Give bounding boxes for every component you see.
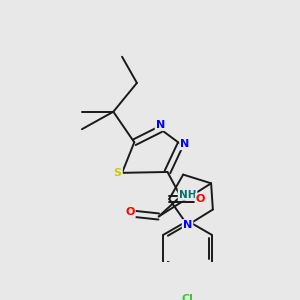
Text: Cl: Cl (182, 294, 194, 300)
Text: N: N (156, 120, 165, 130)
Text: O: O (196, 194, 205, 204)
Text: N: N (183, 220, 192, 230)
Text: S: S (114, 168, 122, 178)
Text: O: O (125, 207, 135, 217)
Text: NH: NH (179, 190, 196, 200)
Text: N: N (180, 139, 190, 149)
